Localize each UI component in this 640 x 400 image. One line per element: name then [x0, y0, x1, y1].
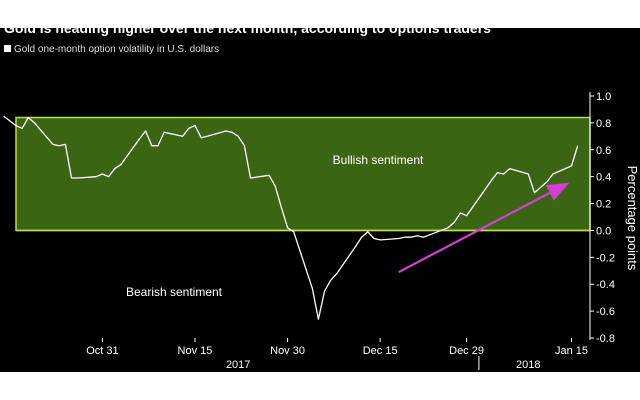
y-tick-label: 1.0 [596, 91, 611, 103]
bearish-label: Bearish sentiment [126, 285, 223, 299]
series-label: Gold one-month option volatility in U.S.… [4, 44, 219, 55]
x-year-label: 2017 [226, 359, 250, 371]
legend-square-icon [4, 45, 11, 52]
sentiment-regions: Bullish sentiment Bearish sentiment [15, 116, 591, 299]
bullish-label: Bullish sentiment [333, 153, 424, 167]
y-tick-label: 0.4 [596, 172, 611, 184]
series-line [3, 115, 579, 320]
chart-title: More to Run [4, 0, 123, 22]
y-tick-label: -0.4 [596, 279, 615, 291]
x-tick-label: Nov 30 [270, 345, 305, 357]
trend-arrow [398, 182, 570, 274]
y-tick-label: -0.2 [596, 252, 615, 264]
x-tick-label: Dec 29 [449, 345, 484, 357]
x-year-label: 2018 [516, 359, 540, 371]
x-tick-label: Nov 15 [178, 345, 213, 357]
x-tick-label: Oct 31 [86, 345, 118, 357]
y-tick-label: 0.6 [596, 145, 611, 157]
y-tick-label: -0.6 [596, 306, 615, 318]
series-line-layer [3, 115, 579, 320]
chart-subtitle: Gold is heading higher over the next mon… [4, 20, 491, 36]
y-axis: 1.0 0.8 0.6 0.4 0.2 0.0 -0.2 -0.4 -0.6 -0.8 [589, 91, 615, 345]
y-tick-label: 0.0 [596, 225, 611, 237]
series-label-text: Gold one-month option volatility in U.S.… [14, 44, 220, 55]
x-tick-label: Jan 15 [555, 345, 588, 357]
y-tick-label: -0.8 [596, 333, 615, 345]
y-tick-label: 0.2 [596, 199, 611, 211]
y-axis-label: Percentage points [625, 166, 640, 271]
y-tick-label: 0.8 [596, 118, 611, 130]
x-axis: Oct 31 Nov 15 Nov 30 Dec 15 Dec 29 Jan 15 2017… [86, 338, 588, 371]
x-tick-label: Dec 15 [363, 345, 398, 357]
